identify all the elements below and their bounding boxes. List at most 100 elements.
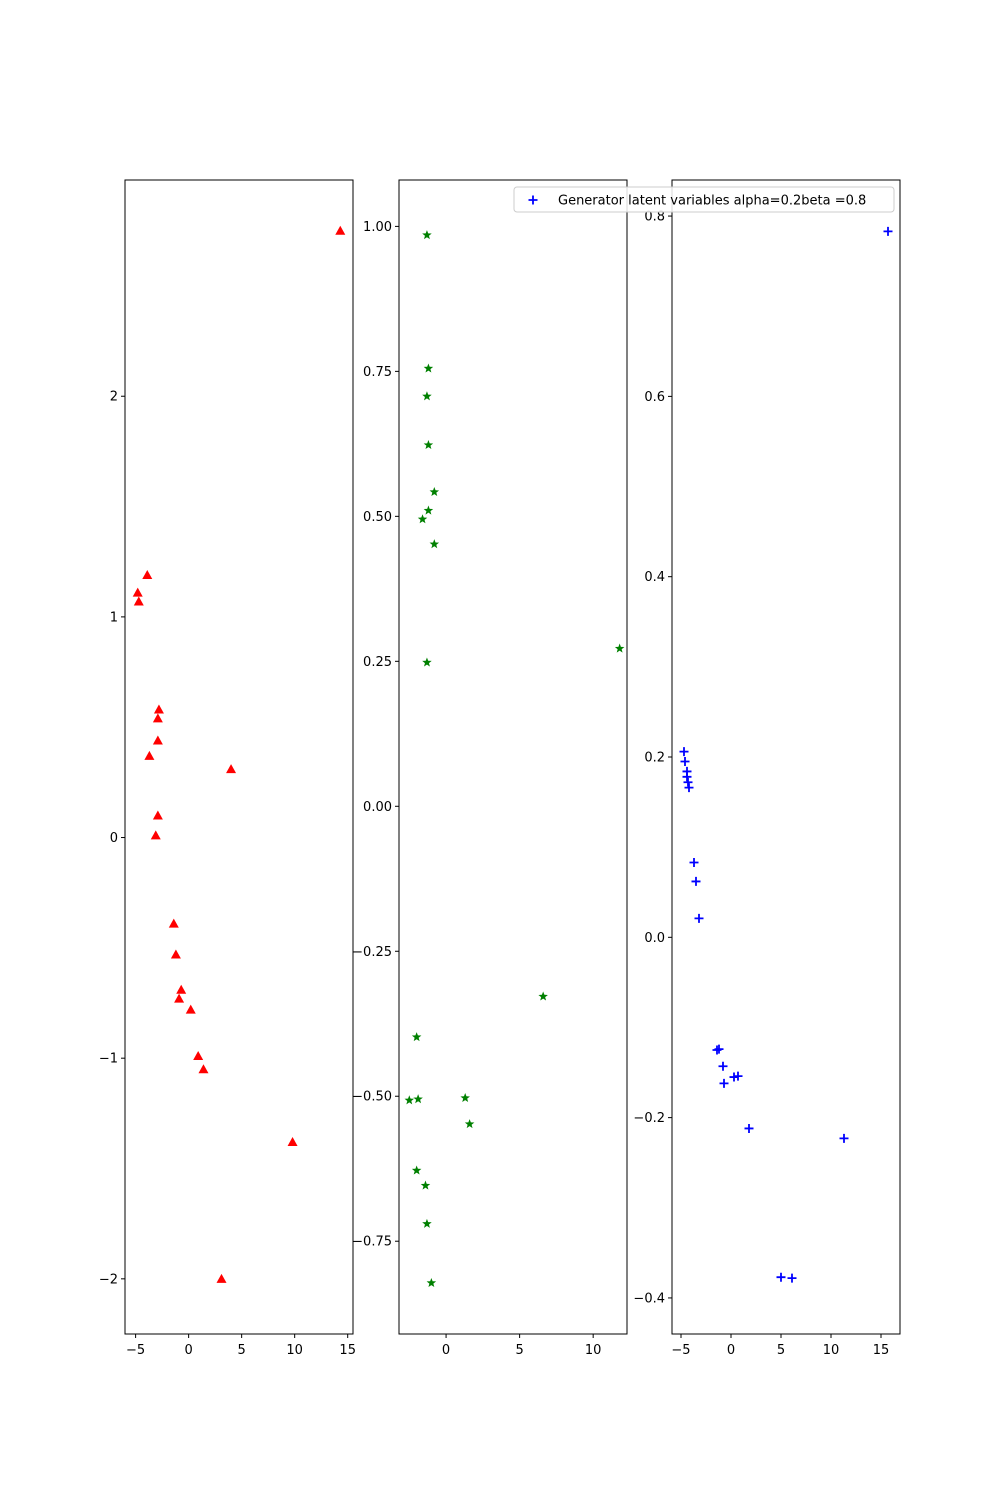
data-point (152, 713, 163, 723)
subplot-3: −5 0 5 10 15 −0.4 −0.2 0.0 0.2 0.4 0.6 0.8 (633, 179, 901, 1358)
data-point (787, 1273, 797, 1283)
data-point (335, 225, 346, 235)
data-point (226, 764, 237, 774)
y-tick-label: 0.75 (363, 365, 392, 380)
data-point (776, 1272, 786, 1282)
y-tick-label: −0.2 (633, 1111, 665, 1126)
series-1 (404, 230, 625, 1288)
data-point (679, 747, 689, 757)
data-point (170, 949, 181, 959)
x-tick-label: 0 (442, 1343, 450, 1358)
y-tick-label: 0 (110, 831, 118, 846)
data-point (132, 587, 143, 597)
data-point (712, 1045, 722, 1055)
data-point (144, 750, 155, 760)
y-tick-label: 1.00 (363, 220, 392, 235)
data-point (423, 505, 434, 515)
data-point (422, 1218, 432, 1228)
data-point (413, 1094, 423, 1104)
data-point (153, 704, 164, 714)
data-point (420, 1180, 431, 1190)
y-tick-label: 0.6 (644, 390, 665, 405)
data-point (423, 363, 434, 373)
y-tick-label: 0.00 (363, 800, 392, 815)
data-point (683, 777, 693, 787)
legend-marker (528, 195, 538, 205)
y-tick-label: 0.8 (644, 210, 665, 225)
data-point (538, 991, 548, 1001)
data-point (417, 514, 428, 524)
data-point (714, 1044, 724, 1054)
data-point (423, 440, 434, 450)
x-tick-label: 10 (286, 1343, 303, 1358)
y-tick-label: −2 (99, 1272, 118, 1287)
x-tick-label: 0 (184, 1343, 192, 1358)
x-tick-label: 0 (727, 1343, 735, 1358)
data-point (411, 1032, 422, 1042)
y-tick-label: 0.2 (644, 751, 665, 766)
data-point (287, 1137, 298, 1147)
subplot-2: 0 5 10 −0.75 −0.50 −0.25 0.00 0.25 0.50 0.75 1.00 (352, 179, 628, 1358)
data-point (689, 857, 699, 867)
data-point (614, 643, 625, 653)
x-tick-label: −5 (126, 1343, 145, 1358)
data-point (460, 1092, 470, 1103)
legend-label: Generator latent variables alpha=0.2beta… (558, 194, 866, 209)
x-tick-label: 15 (873, 1343, 890, 1358)
data-point (691, 876, 701, 886)
data-point (152, 735, 163, 745)
data-point (426, 1277, 437, 1288)
y-tick-label: 2 (110, 390, 118, 405)
data-point (422, 391, 432, 401)
x-tick-label: 5 (238, 1343, 246, 1358)
data-point (680, 757, 690, 767)
y-tick-label: 1 (110, 610, 118, 625)
y-tick-label: −0.4 (633, 1291, 665, 1306)
data-point (152, 810, 163, 820)
y-tick-label: 0.4 (644, 570, 665, 585)
data-point (168, 918, 179, 928)
x-tick-label: −5 (671, 1343, 690, 1358)
data-point (422, 657, 432, 667)
data-point (216, 1273, 227, 1283)
data-point (193, 1050, 204, 1060)
data-point (422, 230, 432, 240)
data-point (133, 596, 144, 606)
data-point (185, 1004, 196, 1014)
data-point (404, 1095, 415, 1105)
x-tick-label: 5 (777, 1343, 785, 1358)
legend-box (513, 186, 895, 213)
data-point (694, 913, 704, 923)
subplot-1: −5 0 5 10 15 −2 −1 0 1 2 (99, 179, 356, 1358)
y-tick-label: −1 (99, 1052, 118, 1067)
y-tick-label: 0.50 (363, 510, 392, 525)
y-tick-label: −0.75 (352, 1235, 392, 1250)
data-point (839, 1133, 849, 1143)
x-tick-label: 10 (585, 1343, 602, 1358)
x-tick-label: 5 (515, 1343, 523, 1358)
data-point (883, 226, 893, 236)
series-1 (132, 225, 346, 1283)
y-tick-label: 0.0 (644, 931, 665, 946)
data-point (150, 830, 161, 840)
data-point (176, 984, 187, 994)
data-point (411, 1165, 422, 1175)
data-point (429, 486, 440, 497)
data-point (464, 1119, 475, 1129)
axes-frame (671, 179, 901, 1335)
data-point (744, 1123, 754, 1133)
x-tick-label: 15 (339, 1343, 356, 1358)
data-point (142, 569, 153, 579)
y-tick-label: −0.25 (352, 945, 392, 960)
x-tick-label: 10 (823, 1343, 840, 1358)
legend: Generator latent variables alpha=0.2beta… (513, 186, 895, 213)
data-point (718, 1061, 728, 1071)
data-point (174, 993, 185, 1003)
axes-frame (398, 179, 628, 1335)
data-point (719, 1078, 729, 1088)
data-point (198, 1064, 209, 1074)
data-point (682, 772, 692, 782)
y-tick-label: −0.50 (352, 1090, 392, 1105)
data-point (429, 539, 440, 549)
